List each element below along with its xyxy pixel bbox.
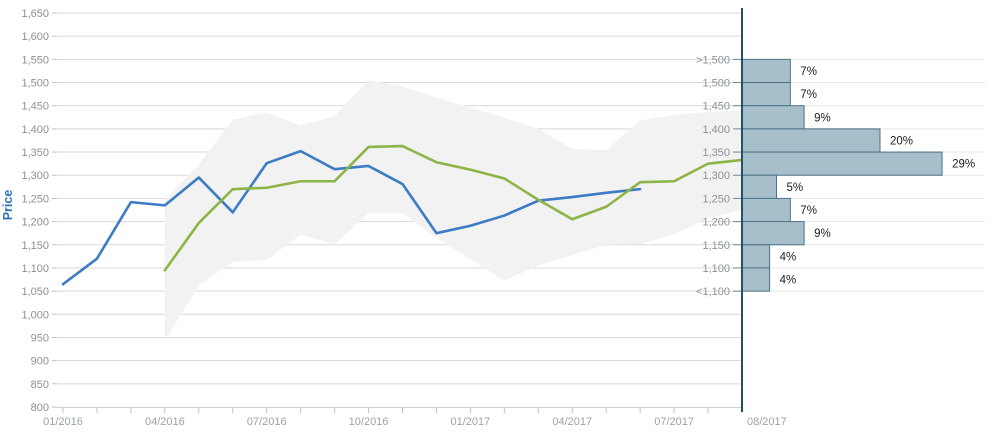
- histogram-percent-label: 7%: [800, 89, 817, 101]
- histogram-bar: [741, 105, 805, 130]
- histogram-bar: [741, 197, 791, 223]
- y-axis-tick-label: 1,300: [21, 170, 49, 182]
- histogram-bar: [741, 267, 771, 292]
- histogram-percent-label: 29%: [952, 159, 975, 171]
- x-axis-end-label: 08/2017: [747, 416, 787, 428]
- y-axis-tick-label: 1,650: [21, 8, 49, 20]
- y-axis-tick-label: 800: [31, 402, 49, 414]
- histogram-bar: [741, 82, 791, 107]
- x-axis-tick-label: 04/2017: [552, 416, 592, 428]
- histogram-edge-label: 1,400: [702, 124, 730, 136]
- histogram-edge-label: 1,200: [702, 217, 730, 229]
- confidence-band: [164, 80, 743, 341]
- histogram-bar: [741, 174, 777, 199]
- histogram-percent-label: 5%: [787, 182, 804, 194]
- histogram-edge-label: <1,100: [696, 286, 730, 298]
- x-axis-tick-label: 01/2017: [451, 416, 491, 428]
- histogram-percent-label: 7%: [800, 66, 817, 78]
- y-axis-tick-label: 1,200: [21, 217, 49, 229]
- y-axis-tick-label: 1,550: [21, 54, 49, 66]
- y-axis-tick-label: 1,050: [21, 286, 49, 298]
- histogram-edge-label: 1,150: [702, 240, 730, 252]
- histogram-edge-label: 1,350: [702, 147, 730, 159]
- histogram-edge-label: 1,300: [702, 170, 730, 182]
- histogram-bar: [741, 151, 943, 176]
- y-axis-tick-label: 1,350: [21, 147, 49, 159]
- x-axis-tick-label: 07/2017: [654, 416, 694, 428]
- y-axis-tick-label: 1,400: [21, 124, 49, 136]
- histogram-edge-label: 1,100: [702, 263, 730, 275]
- histogram-percent-label: 9%: [814, 228, 831, 240]
- histogram-percent-label: 4%: [780, 275, 797, 287]
- histogram-edge-label: 1,250: [702, 193, 730, 205]
- histogram-edge-label: 1,450: [702, 101, 730, 113]
- y-axis-tick-label: 1,600: [21, 31, 49, 43]
- x-axis-tick-label: 01/2016: [43, 416, 83, 428]
- y-axis-tick-label: 850: [31, 379, 49, 391]
- histogram-bar: [741, 244, 771, 269]
- y-axis-tick-label: 1,500: [21, 78, 49, 90]
- x-axis-tick-label: 04/2016: [145, 416, 185, 428]
- histogram-bar: [741, 58, 791, 84]
- histogram-bar: [741, 221, 805, 246]
- histogram-percent-label: 9%: [814, 112, 831, 124]
- x-axis-tick-label: 10/2016: [349, 416, 389, 428]
- y-axis-tick-label: 1,250: [21, 193, 49, 205]
- histogram-edge-label: 1,500: [702, 78, 730, 90]
- x-axis-tick-label: 07/2016: [247, 416, 287, 428]
- histogram-percent-label: 7%: [800, 205, 817, 217]
- blue-line: [61, 149, 642, 286]
- y-axis-tick-label: 900: [31, 356, 49, 368]
- green-line: [163, 144, 744, 272]
- histogram-percent-label: 4%: [780, 251, 797, 263]
- histogram-percent-label: 20%: [890, 135, 913, 147]
- histogram-edge-label: >1,500: [696, 54, 730, 66]
- y-axis-tick-label: 1,450: [21, 101, 49, 113]
- y-axis-tick-label: 950: [31, 332, 49, 344]
- histogram-bar: [741, 128, 881, 153]
- y-axis-tick-label: 1,000: [21, 309, 49, 321]
- y-axis-tick-label: 1,100: [21, 263, 49, 275]
- price-axis-title: Price: [1, 190, 15, 221]
- y-axis-tick-label: 1,150: [21, 240, 49, 252]
